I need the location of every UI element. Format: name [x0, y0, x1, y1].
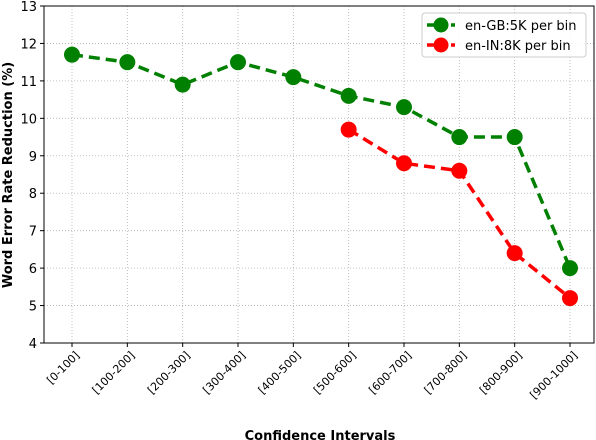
- legend-swatch-marker: [433, 17, 449, 33]
- legend-label: en-GB:5K per bin: [465, 19, 577, 34]
- legend: en-GB:5K per bin en-IN:8K per bin: [421, 12, 587, 58]
- data-point: [230, 54, 246, 71]
- data-point: [340, 87, 357, 104]
- data-point: [396, 155, 412, 172]
- x-axis-title: Confidence Intervals: [245, 429, 396, 440]
- data-point: [451, 162, 468, 179]
- data-point: [119, 54, 136, 71]
- y-tick-label: 12: [20, 37, 37, 52]
- y-tick-label: 4: [29, 337, 37, 352]
- y-tick-label: 6: [29, 262, 37, 277]
- plot-frame: [43, 5, 595, 344]
- legend-label: en-IN:8K per bin: [465, 39, 571, 54]
- data-point: [506, 245, 523, 262]
- data-point: [562, 290, 578, 307]
- y-tick-label: 13: [20, 0, 37, 15]
- data-point: [174, 76, 191, 93]
- y-tick-label: 10: [20, 112, 37, 127]
- data-point: [562, 260, 578, 277]
- data-point: [451, 129, 468, 146]
- data-point: [340, 121, 357, 138]
- data-point: [285, 69, 302, 86]
- y-axis-title: Word Error Rate Reduction (%): [1, 62, 16, 288]
- y-tick-label: 11: [20, 75, 37, 90]
- data-point: [64, 46, 80, 63]
- series-line: [71, 52, 572, 269]
- legend-box: [421, 12, 587, 58]
- y-tick-label: 5: [29, 300, 37, 315]
- data-point: [506, 129, 523, 146]
- legend-swatch-marker: [433, 37, 449, 53]
- y-axis: 4 5 6 7 8 9 10 11 12 13: [20, 0, 44, 352]
- series-layer: [64, 46, 578, 307]
- y-tick-label: 8: [29, 187, 37, 202]
- y-tick-label: 9: [29, 150, 37, 165]
- y-tick-label: 7: [29, 225, 37, 240]
- data-point: [396, 99, 412, 116]
